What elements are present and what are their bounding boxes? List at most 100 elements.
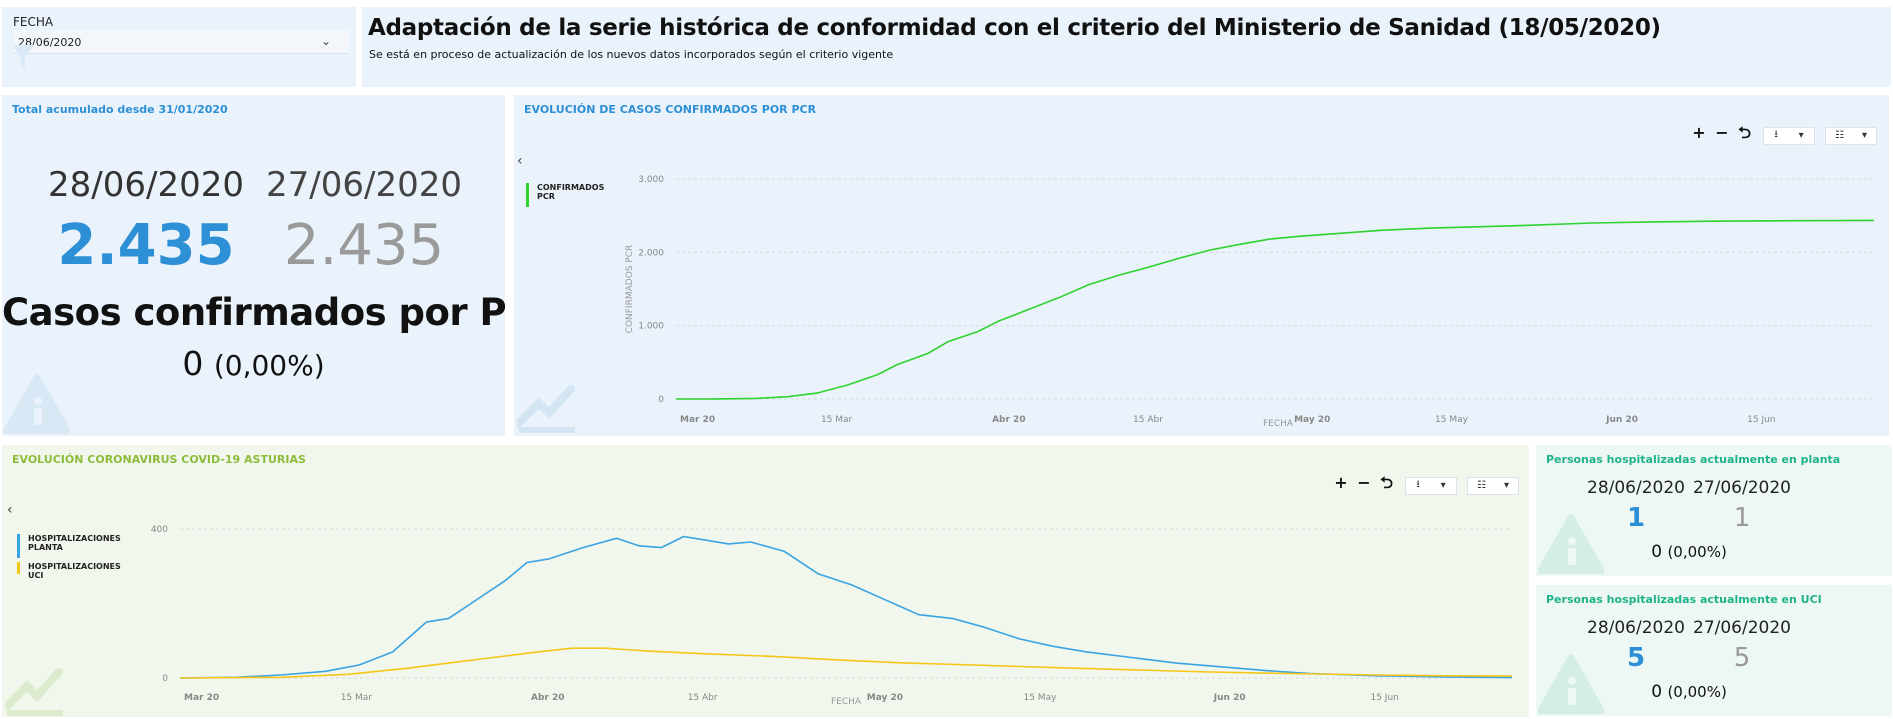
x-tick-label: 15 Abr: [688, 693, 718, 703]
kpi-total-date-previous: 27/06/2020: [266, 165, 462, 205]
asturias-chart-svg: 0 400 Mar 20 15 Mar Abr 20 15 Abr May 20 15 May…: [151, 525, 1513, 707]
kpi-planta-date-previous: 27/06/2020: [1693, 478, 1791, 498]
sliders-icon: ☷: [1835, 130, 1844, 141]
pcr-chart-title: EVOLUCIÓN DE CASOS CONFIRMADOS POR PCR: [524, 103, 817, 116]
asturias-chart-panel: EVOLUCIÓN CORONAVIRUS COVID-19 ASTURIAS …: [2, 445, 1529, 717]
kpi-planta-delta: 0 (0,00%): [1566, 542, 1812, 562]
x-tick-label: Abr 20: [992, 415, 1026, 425]
legend-item[interactable]: CONFIRMADOS PCR: [526, 183, 605, 207]
pcr-chart-svg: 0 1.000 2.000 3.000 Mar 20 15 Mar Abr 20 15 Abr…: [625, 175, 1875, 429]
x-tick-label: 15 Abr: [1133, 415, 1163, 425]
kpi-total-delta: 0 (0,00%): [2, 344, 505, 383]
kpi-uci-delta-pct: (0,00%): [1667, 683, 1727, 701]
x-tick-label: Jun 20: [1605, 415, 1638, 425]
info-icon: [1538, 654, 1604, 714]
x-tick-label: 15 Jun: [1370, 693, 1398, 703]
y-tick-label: 0: [658, 395, 664, 405]
zoom-controls[interactable]: + − ⮌: [1334, 473, 1395, 492]
kpi-uci-value-previous: 5: [1733, 643, 1751, 673]
x-tick-label: Mar 20: [680, 415, 715, 425]
download-button[interactable]: ⭳ ▾: [1405, 476, 1457, 495]
date-select[interactable]: 28/06/2020 ⌄: [13, 30, 349, 54]
kpi-uci-date-previous: 27/06/2020: [1693, 618, 1791, 638]
header-panel: Adaptación de la serie histórica de conf…: [362, 7, 1891, 87]
kpi-planta-value-current: 1: [1626, 503, 1646, 533]
date-select-value: 28/06/2020: [18, 36, 82, 49]
chevron-left-icon[interactable]: ‹: [517, 153, 523, 169]
x-tick-label: 15 Mar: [821, 415, 853, 425]
asturias-chart-title: EVOLUCIÓN CORONAVIRUS COVID-19 ASTURIAS: [12, 453, 306, 466]
asturias-legend: HOSPITALIZACIONES PLANTA HOSPITALIZACION…: [17, 534, 138, 584]
trend-icon: [517, 385, 575, 433]
kpi-total-metric-label: Casos confirmados por PCR: [2, 291, 505, 334]
series-line[interactable]: [179, 535, 1513, 679]
kpi-total-value-current: 2.435: [57, 213, 235, 278]
pcr-legend: CONFIRMADOS PCR: [526, 183, 605, 211]
download-icon: ⭳: [1416, 479, 1420, 490]
y-tick-label: 1.000: [638, 322, 664, 332]
kpi-total-delta-value: 0: [182, 344, 204, 383]
legend-swatch: [526, 183, 529, 207]
page-title: Adaptación de la serie histórica de conf…: [368, 15, 1661, 41]
x-axis-label: FECHA: [1263, 419, 1294, 429]
x-tick-label: May 20: [867, 693, 903, 703]
legend-label: CONFIRMADOS PCR: [537, 183, 605, 201]
kpi-planta-panel: Personas hospitalizadas actualmente en p…: [1536, 445, 1892, 576]
info-icon: [1538, 514, 1604, 574]
legend-swatch: [17, 562, 20, 574]
settings-button[interactable]: ☷ ▾: [1467, 476, 1519, 495]
kpi-planta-delta-value: 0: [1651, 542, 1663, 562]
caret-down-icon: ▾: [1503, 480, 1509, 491]
download-icon: ⭳: [1774, 129, 1778, 140]
y-axis-label: CONFIRMADOS PCR: [625, 245, 635, 334]
filter-icon: [12, 45, 34, 69]
legend-item[interactable]: HOSPITALIZACIONES UCI: [17, 562, 138, 580]
kpi-planta-value-previous: 1: [1733, 503, 1751, 533]
x-axis-label: FECHA: [831, 697, 862, 707]
pcr-chart-panel: EVOLUCIÓN DE CASOS CONFIRMADOS POR PCR +…: [514, 95, 1889, 436]
legend-swatch: [17, 534, 20, 558]
date-filter-panel: FECHA 28/06/2020 ⌄: [2, 7, 356, 87]
y-tick-label: 0: [162, 674, 168, 684]
kpi-total-title: Total acumulado desde 31/01/2020: [12, 103, 228, 116]
y-tick-label: 2.000: [638, 248, 664, 258]
zoom-controls[interactable]: + − ⮌: [1692, 123, 1753, 142]
asturias-chart-toolbar: + − ⮌ ⭳ ▾ ☷ ▾: [1334, 472, 1519, 499]
x-tick-label: 15 May: [1023, 693, 1057, 703]
kpi-uci-panel: Personas hospitalizadas actualmente en U…: [1536, 585, 1892, 716]
kpi-planta-delta-pct: (0,00%): [1667, 543, 1727, 561]
x-tick-label: 15 Jun: [1747, 415, 1775, 425]
y-tick-label: 400: [151, 525, 168, 535]
series-line[interactable]: [675, 219, 1875, 400]
kpi-uci-value-current: 5: [1626, 643, 1646, 673]
kpi-total-panel: Total acumulado desde 31/01/2020 28/06/2…: [2, 95, 505, 436]
chevron-down-icon[interactable]: ⌄: [320, 34, 331, 48]
sliders-icon: ☷: [1477, 480, 1486, 491]
kpi-uci-title: Personas hospitalizadas actualmente en U…: [1546, 593, 1822, 606]
kpi-uci-delta-value: 0: [1651, 682, 1663, 702]
chevron-left-icon[interactable]: ‹: [7, 502, 13, 518]
x-tick-label: 15 Mar: [341, 693, 373, 703]
y-tick-label: 3.000: [638, 175, 664, 185]
settings-button[interactable]: ☷ ▾: [1825, 126, 1877, 145]
pcr-chart-toolbar: + − ⮌ ⭳ ▾ ☷ ▾: [1692, 122, 1877, 149]
caret-down-icon: ▾: [1861, 130, 1867, 141]
kpi-total-delta-pct: (0,00%): [213, 349, 325, 382]
x-tick-label: Abr 20: [531, 693, 565, 703]
kpi-planta-date-current: 28/06/2020: [1587, 478, 1685, 498]
kpi-uci-delta: 0 (0,00%): [1566, 682, 1812, 702]
kpi-planta-title: Personas hospitalizadas actualmente en p…: [1546, 453, 1841, 466]
info-icon: [4, 374, 70, 434]
series-line[interactable]: [179, 647, 1513, 679]
download-button[interactable]: ⭳ ▾: [1763, 126, 1815, 145]
page-subtitle: Se está en proceso de actualización de l…: [369, 48, 894, 61]
kpi-total-date-current: 28/06/2020: [48, 165, 244, 205]
kpi-uci-date-current: 28/06/2020: [1587, 618, 1685, 638]
x-tick-label: Mar 20: [184, 693, 219, 703]
trend-icon: [5, 668, 63, 716]
legend-label: HOSPITALIZACIONES PLANTA: [28, 534, 121, 552]
caret-down-icon: ▾: [1798, 130, 1804, 141]
x-tick-label: May 20: [1294, 415, 1330, 425]
kpi-total-value-previous: 2.435: [283, 213, 445, 278]
legend-item[interactable]: HOSPITALIZACIONES PLANTA: [17, 534, 138, 558]
